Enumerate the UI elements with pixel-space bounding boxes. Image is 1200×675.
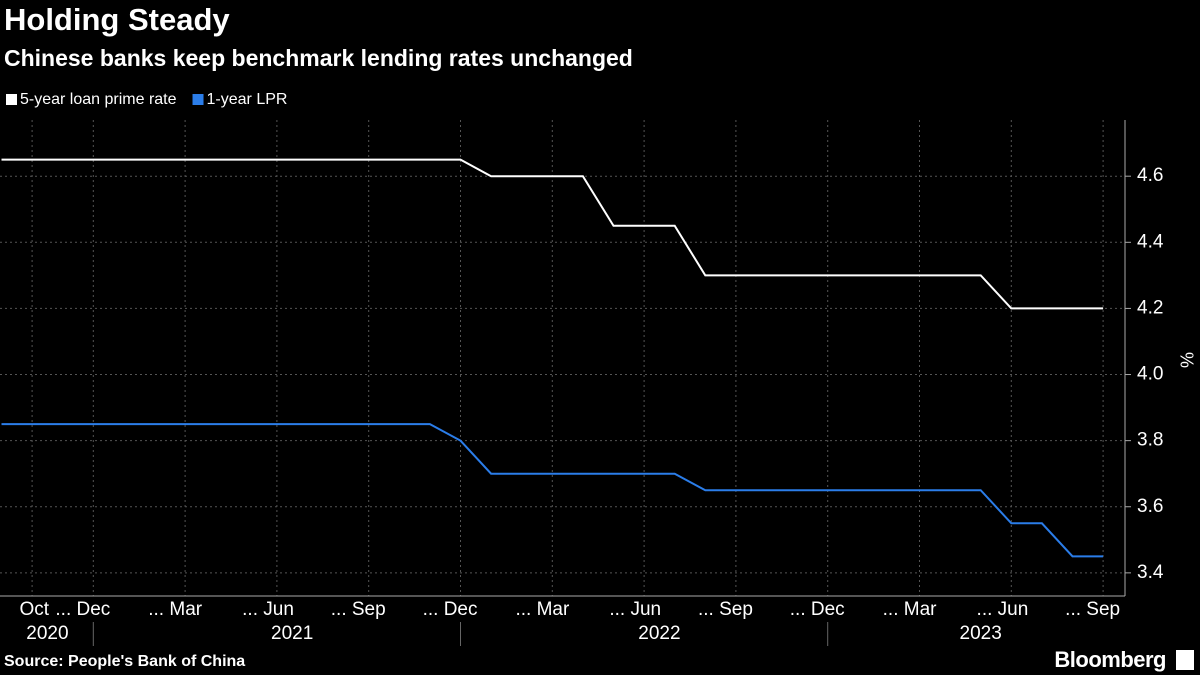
y-tick-label: 3.4	[1137, 562, 1164, 583]
x-tick-label: ... Mar	[515, 599, 570, 620]
x-tick-label: ... Dec	[55, 599, 110, 620]
x-tick-label: ... Jun	[242, 599, 294, 620]
brand-icon	[1176, 650, 1194, 670]
x-tick-label: ... Jun	[977, 599, 1029, 620]
x-tick-label: ... Sep	[331, 599, 386, 620]
x-tick-label: ... Mar	[883, 599, 938, 620]
x-tick-label: ... Sep	[698, 599, 753, 620]
x-tick-label: ... Mar	[148, 599, 203, 620]
y-axis-label: %	[1176, 352, 1196, 368]
x-tick-label: Oct	[20, 599, 50, 620]
brand: Bloomberg	[1054, 647, 1166, 672]
x-tick-label: ... Sep	[1065, 599, 1120, 620]
y-tick-label: 3.6	[1137, 496, 1163, 517]
year-label: 2023	[960, 623, 1002, 644]
series-line	[1, 158, 1104, 310]
chart-title: Holding Steady	[4, 2, 230, 37]
legend-swatch	[192, 94, 204, 105]
x-tick-label: ... Jun	[609, 599, 661, 620]
y-tick-label: 3.8	[1137, 430, 1163, 451]
legend-swatch	[6, 94, 17, 105]
year-label: 2021	[271, 623, 313, 644]
source: Source: People's Bank of China	[4, 653, 245, 670]
y-tick-label: 4.2	[1137, 297, 1163, 318]
x-tick-label: ... Dec	[423, 599, 478, 620]
y-tick-label: 4.0	[1137, 364, 1163, 385]
legend-label: 1-year LPR	[207, 91, 288, 108]
series-line	[1, 423, 1104, 558]
year-label: 2022	[638, 623, 680, 644]
x-tick-label: ... Dec	[790, 599, 845, 620]
chart-subtitle: Chinese banks keep benchmark lending rat…	[4, 45, 633, 71]
year-label: 2020	[26, 623, 68, 644]
legend-label: 5-year loan prime rate	[20, 91, 177, 108]
y-tick-label: 4.4	[1137, 231, 1164, 252]
y-tick-label: 4.6	[1137, 165, 1163, 186]
